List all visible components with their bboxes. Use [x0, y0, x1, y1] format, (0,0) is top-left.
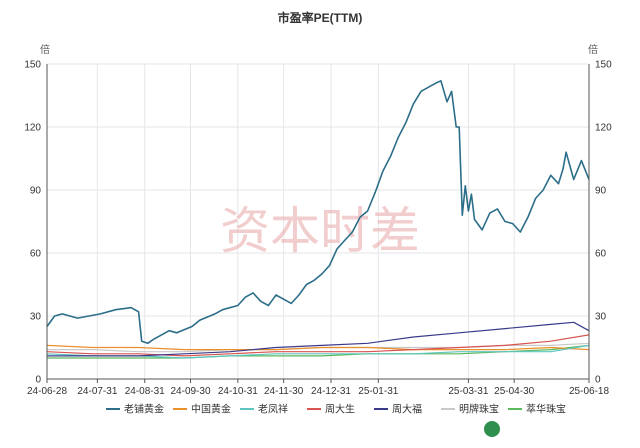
credit-badge: 头条 @资本时差: [484, 420, 615, 438]
x-tick-label: 24-06-28: [27, 386, 67, 397]
x-tick-label: 24-09-30: [170, 386, 210, 397]
x-tick-label: 25-03-31: [448, 386, 488, 397]
x-tick-label: 25-01-31: [358, 386, 398, 397]
credit-text: 头条 @资本时差: [506, 420, 615, 438]
legend-entry: 老凤祥: [258, 403, 288, 416]
x-tick-label: 25-04-30: [494, 386, 534, 397]
x-tick-label: 24-12-31: [311, 386, 351, 397]
y-tick-label-left: 90: [30, 186, 42, 197]
legend-entry: 中国黄金: [191, 403, 231, 416]
watermark: 资本时差: [220, 202, 420, 260]
legend-entry: 萃华珠宝: [526, 403, 566, 416]
series-line-5: [47, 321, 590, 357]
y-tick-label-left: 120: [24, 123, 41, 134]
series-line-4: [46, 334, 590, 357]
y-tick-label-right: 150: [595, 60, 612, 71]
y-tick-label-right: 60: [595, 249, 607, 260]
y-tick-label-right: 30: [595, 312, 607, 323]
left-axis-unit: 倍: [40, 43, 50, 56]
legend-entry: 老铺黄金: [124, 403, 164, 416]
y-tick-label-left: 30: [30, 312, 42, 323]
y-tick-label-right: 90: [595, 186, 607, 197]
y-tick-label-left: 60: [30, 249, 42, 260]
series-line-1: [46, 80, 590, 345]
x-tick-label: 24-08-31: [125, 386, 165, 397]
right-axis-unit: 倍: [588, 43, 598, 56]
x-tick-label: 24-07-31: [77, 386, 117, 397]
y-tick-label-left: 150: [24, 60, 41, 71]
legend-entry: 周大生: [325, 403, 355, 416]
y-tick-label-right: 120: [595, 123, 612, 134]
legend-entry: 周大福: [392, 403, 422, 416]
legend-entry: 明牌珠宝: [459, 403, 499, 416]
credit-logo-icon: [484, 421, 500, 437]
x-tick-label: 24-11-30: [264, 386, 304, 397]
chart-title: 市盈率PE(TTM): [278, 10, 363, 25]
y-tick-label-left: 0: [35, 375, 41, 386]
series-line-2: [46, 344, 590, 351]
x-tick-label: 25-06-18: [569, 386, 609, 397]
y-tick-label-right: 0: [595, 375, 601, 386]
x-tick-label: 24-10-31: [218, 386, 258, 397]
